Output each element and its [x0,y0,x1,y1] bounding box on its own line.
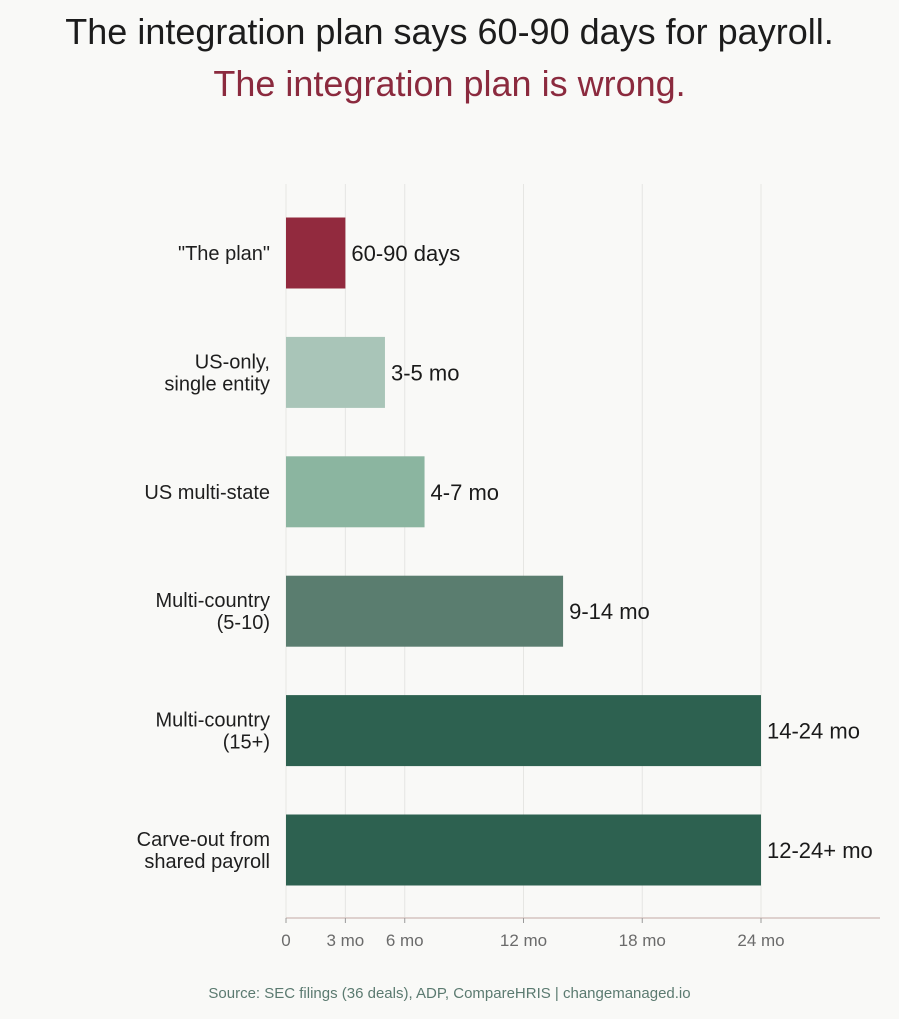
value-label: 12-24+ mo [767,838,873,863]
bar [286,695,761,767]
bar [286,217,346,289]
x-tick-label: 0 [281,931,290,950]
category-label: "The plan" [178,243,270,265]
category-label: Multi-country (15+) [156,710,270,754]
value-label: 4-7 mo [431,480,499,505]
x-tick-label: 12 mo [500,931,547,950]
bar [286,336,385,408]
chart-title: The integration plan says 60-90 days for… [65,11,834,52]
category-label: US-only, single entity [164,351,270,395]
bar [286,575,564,647]
value-label: 3-5 mo [391,360,459,385]
x-tick-label: 24 mo [737,931,784,950]
chart-subtitle: The integration plan is wrong. [213,63,686,104]
value-label: 14-24 mo [767,719,860,744]
value-label: 9-14 mo [569,599,650,624]
source-note: Source: SEC filings (36 deals), ADP, Com… [208,985,691,1002]
x-tick-label: 6 mo [386,931,424,950]
value-label: 60-90 days [351,241,460,266]
x-tick-label: 3 mo [326,931,364,950]
category-label: US multi-state [144,482,270,504]
bar [286,456,425,528]
category-label: Carve-out from shared payroll [137,829,270,873]
category-label: Multi-country (5-10) [156,590,270,634]
x-tick-label: 18 mo [619,931,666,950]
bar [286,814,761,886]
